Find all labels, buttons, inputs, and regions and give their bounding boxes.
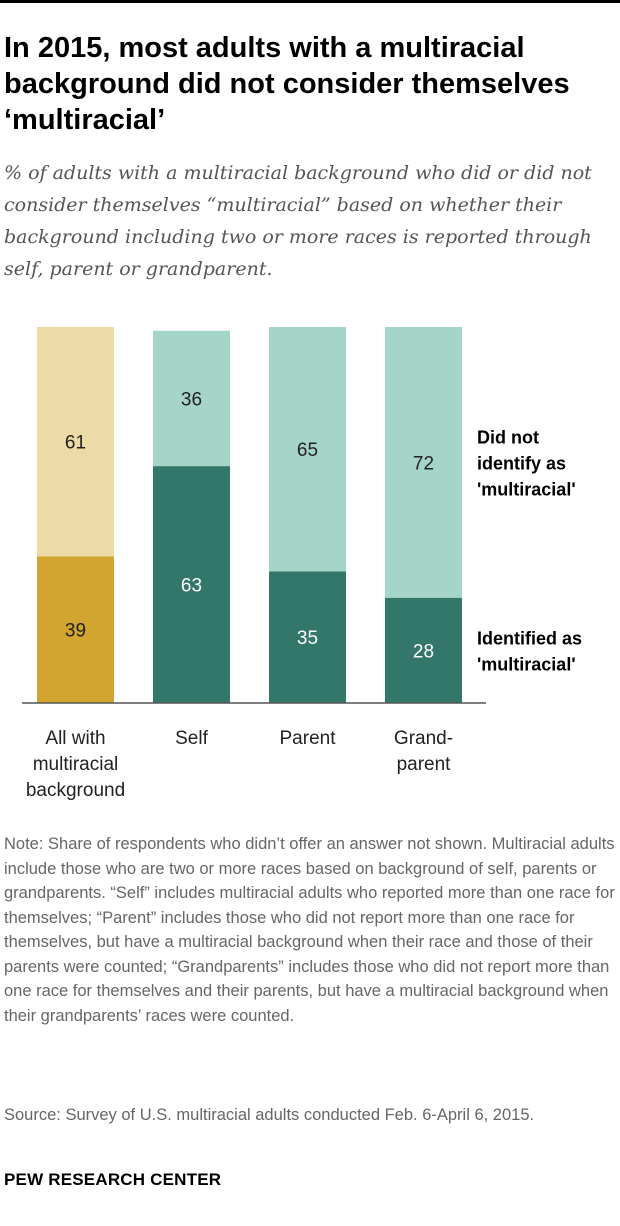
data-label-identified-1: 63 — [181, 576, 202, 597]
bar-identified-2 — [269, 571, 346, 703]
bar-not-identified-1 — [153, 330, 230, 467]
data-label-not-identified-3: 72 — [413, 453, 434, 474]
chart-subtitle: % of adults with a multiracial backgroun… — [4, 162, 592, 280]
legend-not-identified: Did not identify as'multiracial' — [477, 427, 576, 499]
category-label-0: All with multiracial background — [26, 728, 125, 801]
bar-identified-0 — [37, 556, 114, 703]
category-label-3: Grand-parent — [394, 728, 453, 775]
chart-note: Note: Share of respondents who didn’t of… — [4, 835, 615, 1025]
pew-research-center-logo: PEW RESEARCH CENTER — [4, 1170, 222, 1189]
data-label-identified-0: 39 — [65, 621, 86, 642]
data-label-not-identified-1: 36 — [181, 389, 202, 410]
data-label-identified-3: 28 — [413, 641, 434, 662]
bar-not-identified-0 — [37, 327, 114, 557]
stacked-bar-chart: 39 61 All with multiracial background 63 36 Sel… — [22, 327, 582, 801]
data-label-identified-2: 35 — [297, 628, 318, 649]
category-label-2: Parent — [280, 728, 337, 749]
bar-not-identified-3 — [385, 327, 462, 598]
bar-not-identified-2 — [269, 327, 346, 572]
top-rule — [0, 0, 620, 3]
data-label-not-identified-0: 61 — [65, 433, 86, 454]
category-label-1: Self — [175, 728, 208, 749]
data-label-not-identified-2: 65 — [297, 440, 318, 461]
chart-title: In 2015, most adults with a multiracial … — [4, 32, 570, 136]
bar-identified-1 — [153, 466, 230, 703]
chart-source: Source: Survey of U.S. multiracial adult… — [4, 1106, 535, 1124]
legend-identified: Identified as'multiracial' — [477, 628, 582, 674]
bar-identified-3 — [385, 597, 462, 703]
